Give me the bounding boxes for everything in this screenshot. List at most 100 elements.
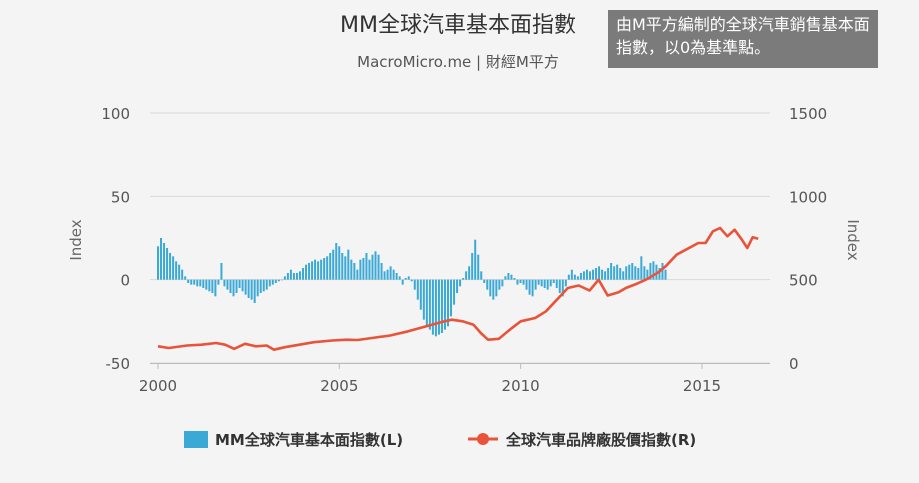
y-left-tick-label: 50: [111, 188, 130, 206]
bar: [238, 279, 241, 288]
x-tick-label: 2005: [320, 377, 358, 395]
bar: [416, 279, 419, 300]
legend-line-marker: [477, 433, 489, 445]
bar-series: [157, 238, 667, 337]
bar: [314, 259, 317, 280]
bar: [380, 263, 383, 280]
bar: [407, 276, 410, 280]
bar: [492, 279, 495, 300]
bar: [519, 279, 522, 283]
bar: [595, 268, 598, 280]
bar: [471, 253, 474, 280]
bar: [588, 271, 591, 280]
bar: [332, 249, 335, 280]
bar: [598, 266, 601, 280]
bar: [253, 279, 256, 303]
bar: [567, 274, 570, 280]
bar: [220, 263, 223, 280]
bar: [622, 271, 625, 280]
bar: [419, 279, 422, 310]
bar: [540, 279, 543, 287]
bar: [205, 279, 208, 290]
bar: [265, 279, 268, 290]
bar: [211, 279, 214, 293]
bar: [289, 269, 292, 280]
bar: [510, 274, 513, 280]
bar: [504, 276, 507, 280]
bar: [347, 249, 350, 280]
bar: [365, 253, 368, 280]
bar: [592, 269, 595, 280]
bar: [498, 279, 501, 290]
bar: [229, 279, 232, 293]
legend-item-line[interactable]: 全球汽車品牌廠股價指數(R): [468, 431, 696, 449]
legend-item-bar[interactable]: MM全球汽車基本面指數(L): [184, 431, 403, 449]
bar: [643, 266, 646, 280]
bar: [350, 259, 353, 280]
bar: [280, 279, 283, 281]
bar: [573, 274, 576, 280]
bar: [371, 254, 374, 280]
bar: [640, 256, 643, 280]
bar: [561, 279, 564, 297]
bar: [625, 266, 628, 280]
bar: [271, 279, 274, 285]
bar: [507, 273, 510, 280]
bar: [477, 254, 480, 280]
bar: [163, 243, 166, 280]
bar: [286, 273, 289, 280]
bar: [202, 279, 205, 288]
bar: [172, 256, 175, 280]
bar: [537, 279, 540, 285]
bar: [531, 279, 534, 297]
bar: [374, 251, 377, 280]
bar: [649, 263, 652, 280]
bar: [320, 259, 323, 280]
bar: [631, 263, 634, 280]
bar: [356, 269, 359, 280]
bar: [256, 279, 259, 297]
chart-note: 由M平方編制的全球汽車銷售基本面指數，以0為基準點。: [608, 10, 878, 68]
bar: [217, 279, 220, 285]
bar: [377, 254, 380, 280]
x-tick-label: 2000: [139, 377, 177, 395]
bar: [341, 253, 344, 280]
bar: [199, 279, 202, 287]
bar: [664, 269, 667, 280]
y-right-tick-label: 500: [789, 272, 818, 290]
bar: [489, 279, 492, 297]
bar: [619, 268, 622, 280]
x-tick-label: 2010: [502, 377, 540, 395]
bar: [443, 279, 446, 330]
legend[interactable]: MM全球汽車基本面指數(L) 全球汽車品牌廠股價指數(R): [184, 431, 696, 449]
bar: [434, 279, 437, 337]
bar: [401, 279, 404, 285]
bar: [232, 279, 235, 297]
bar: [534, 279, 537, 290]
gridlines: [150, 112, 770, 369]
bar: [582, 271, 585, 280]
line-series: [157, 226, 759, 351]
y-left-tick-label: 100: [101, 105, 130, 123]
bar: [226, 279, 229, 290]
bar: [525, 279, 528, 290]
bar: [459, 279, 462, 287]
bar: [422, 279, 425, 320]
bar: [628, 264, 631, 280]
bar: [338, 246, 341, 280]
bar: [413, 279, 416, 290]
bar: [368, 259, 371, 280]
bar: [634, 266, 637, 280]
y-right-label: Index: [844, 219, 862, 260]
bar: [268, 279, 271, 287]
bar: [610, 263, 613, 280]
bar: [604, 271, 607, 280]
bar: [317, 261, 320, 280]
bar: [585, 269, 588, 280]
bar: [283, 276, 286, 280]
y-left-tick-label: 0: [120, 272, 130, 290]
x-tick-label: 2015: [683, 377, 721, 395]
bar: [495, 279, 498, 297]
